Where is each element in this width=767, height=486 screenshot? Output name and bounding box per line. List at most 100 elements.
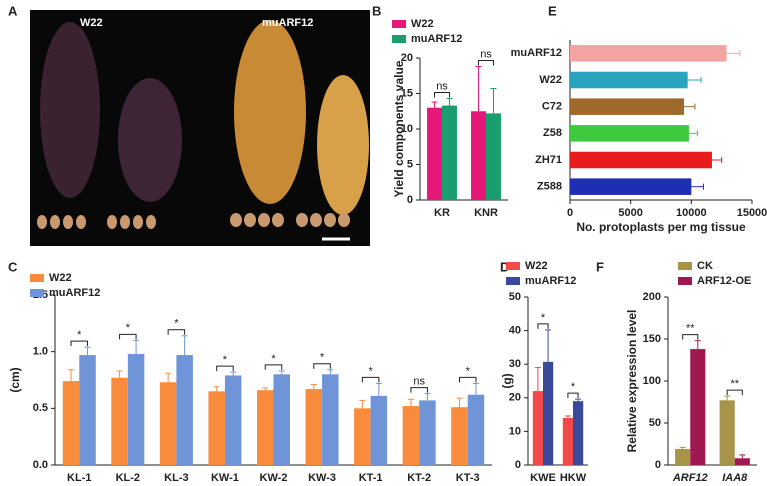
bar [256,390,274,465]
y-tick-label: 10 [509,425,521,437]
x-tick-label: KL-3 [164,472,188,484]
bar [690,349,706,465]
y-axis-title: Relative expression level [625,310,639,453]
ear [118,78,182,202]
panel-label: E [548,3,557,18]
y-tick-label: 15 [401,87,413,99]
bar [543,361,554,465]
significance-bracket [537,323,549,329]
bar [734,458,750,465]
bar [562,417,573,465]
legend-swatch [392,35,406,43]
significance-bracket [682,334,699,340]
y-axis-title: (g) [500,373,514,388]
bar [159,382,177,465]
significance-bracket [567,392,579,399]
significance-bracket [726,389,743,396]
y-tick-label: 20 [509,392,521,404]
x-tick-label: KR [434,207,450,219]
y-axis-title: Yield components value [392,60,406,197]
y-tick-label: 150 [643,333,661,345]
significance-label: * [466,365,471,377]
bar [573,401,584,465]
legend-label: muARF12 [525,275,576,287]
bar [570,125,689,142]
bar [532,391,543,465]
bar [570,151,712,169]
y-axis-title: (cm) [8,367,22,392]
x-tick-label: 5000 [618,207,642,219]
x-tick-label: ARF12 [672,472,708,484]
significance-bracket [216,365,234,372]
ear [40,22,100,198]
bar [675,449,691,465]
ear [317,75,369,215]
bar [208,391,225,465]
panel-label: C [8,259,18,274]
bar [471,111,486,200]
legend-label: W22 [525,260,548,272]
bar [322,374,339,465]
significance-label: ns [436,80,448,92]
x-tick-label: KT-1 [359,472,383,484]
y-tick-label: C72 [542,101,562,113]
x-tick-label: KT-3 [456,472,480,484]
bar [570,45,727,62]
bar [570,178,692,195]
y-tick-label: 40 [509,325,521,337]
bar [442,105,457,200]
bar [402,406,420,465]
significance-label: ns [413,376,425,388]
x-tick-label: IAA8 [722,472,748,484]
x-tick-label: KL-1 [67,472,91,484]
significance-label: ** [686,323,695,335]
photo-label: muARF12 [262,17,313,29]
legend-swatch [30,289,44,297]
y-tick-label: 100 [643,375,661,387]
bar [111,377,128,465]
legend-label: ARF12-OE [697,275,751,287]
bar [305,389,323,465]
y-tick-label: 0 [655,459,661,471]
x-tick-label: KW-1 [211,472,239,484]
significance-bracket [478,60,494,66]
ear [234,20,306,204]
legend-swatch [30,274,44,282]
y-tick-label: 1.0 [33,346,48,358]
panel-label: A [8,3,18,18]
bar [62,381,80,465]
x-tick-label: 15000 [737,207,767,219]
significance-label: ** [730,378,739,390]
x-tick-label: KW-2 [260,472,288,484]
bar [486,113,501,200]
significance-bracket [264,364,283,370]
x-tick-label: KL-2 [116,472,140,484]
bar [354,408,371,465]
y-tick-label: 0.5 [33,402,48,414]
significance-bracket [119,333,137,340]
bar [176,355,193,465]
legend-label: CK [697,260,713,272]
significance-bracket [70,340,89,347]
legend-swatch [506,277,520,285]
panel-label: D [500,259,509,274]
bar [273,374,291,465]
significance-label: * [541,312,546,324]
legend-swatch [392,20,406,28]
x-tick-label: KW-3 [308,472,336,484]
y-tick-label: Z588 [537,181,562,193]
y-tick-label: 10 [401,123,413,135]
bar [370,395,388,465]
bar [719,400,735,465]
significance-bracket [410,387,428,393]
panel-label: F [596,259,604,274]
bar [127,353,145,465]
y-tick-label: muARF12 [511,47,562,59]
significance-bracket [167,329,186,335]
legend-swatch [678,277,692,285]
bar [570,71,688,89]
significance-label: * [126,322,131,334]
bar [467,394,485,465]
x-tick-label: KWE [530,472,556,484]
